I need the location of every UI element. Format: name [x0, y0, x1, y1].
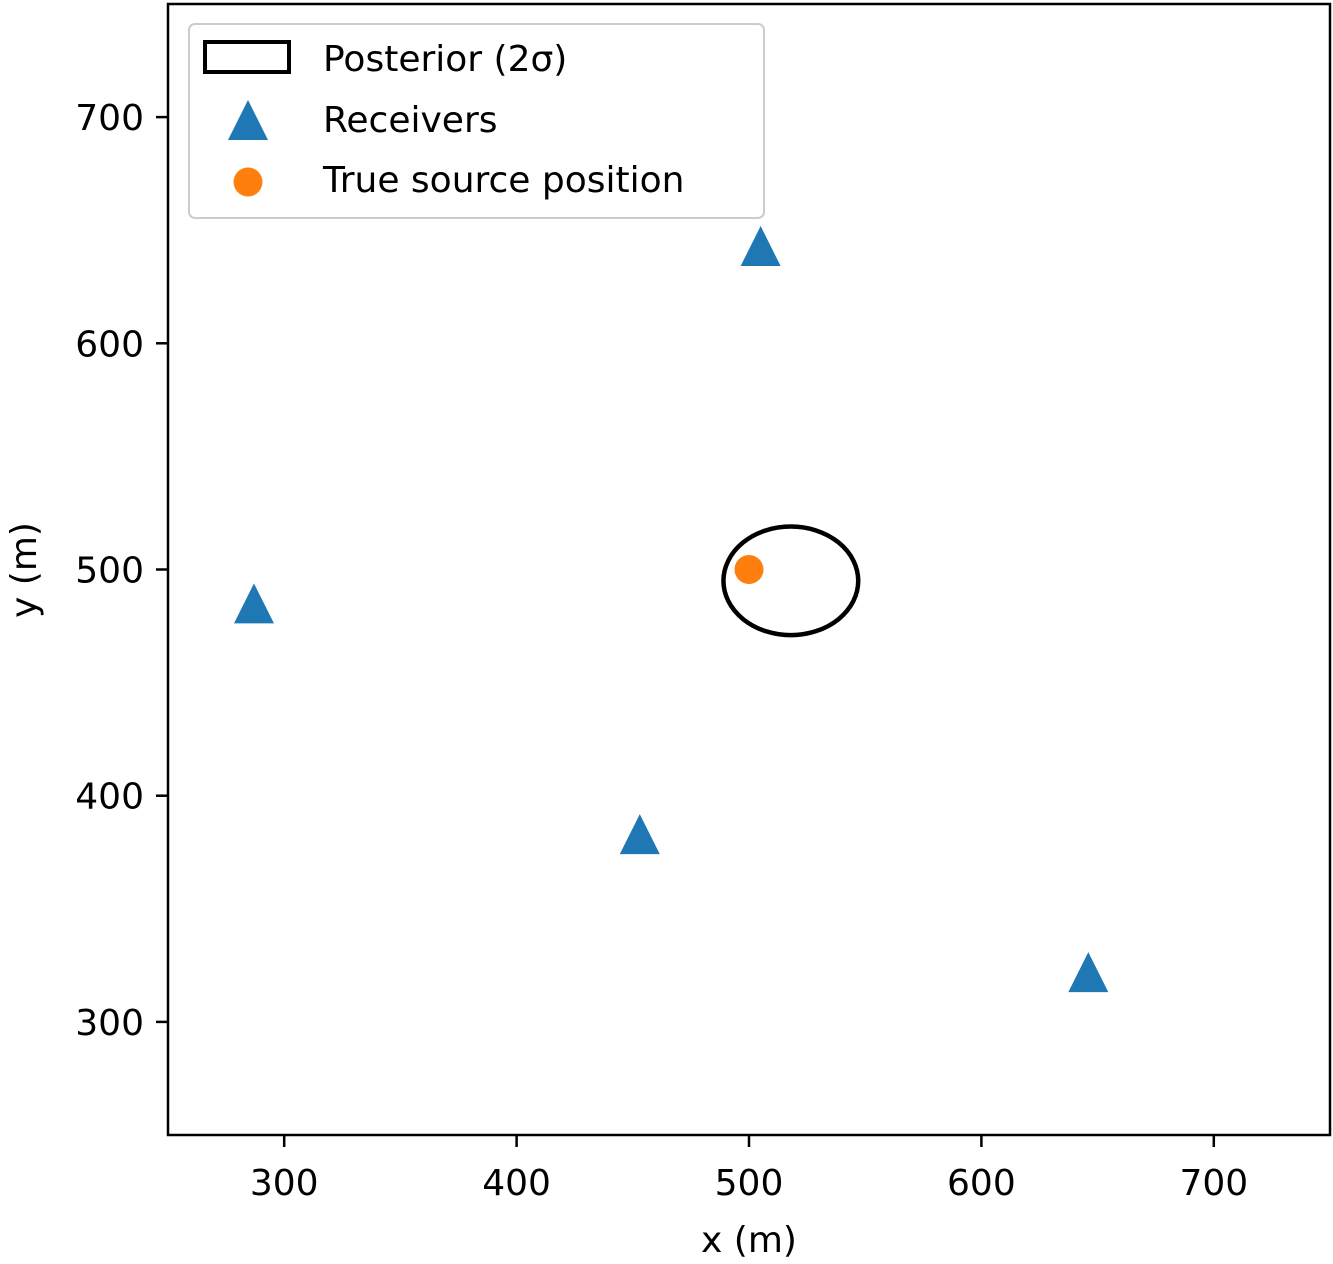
- marks-layer: [233, 226, 1109, 993]
- legend: Posterior (2σ) Receivers True source pos…: [188, 23, 765, 219]
- legend-box: [188, 23, 765, 219]
- y-tick-label: 400: [75, 777, 144, 818]
- x-axis-ticks: 300 400 500 600 700: [250, 1135, 1248, 1204]
- y-tick-label: 500: [75, 551, 144, 592]
- y-axis-ticks: 300 400 500 600 700: [75, 98, 168, 1044]
- x-tick-label: 600: [947, 1163, 1016, 1204]
- ellipse-layer: [721, 524, 861, 638]
- receiver-marker: [1068, 952, 1109, 993]
- receiver-marker: [233, 583, 274, 624]
- x-tick-label: 300: [250, 1163, 319, 1204]
- x-axis-label: x (m): [701, 1220, 797, 1261]
- legend-source-marker: [233, 167, 263, 197]
- legend-source-label: True source position: [322, 160, 685, 201]
- y-axis-label: y (m): [4, 522, 45, 618]
- y-tick-label: 700: [75, 98, 144, 139]
- legend-receivers-label: Receivers: [323, 100, 498, 141]
- x-tick-label: 400: [482, 1163, 551, 1204]
- posterior-ellipse: [721, 524, 861, 638]
- legend-posterior-swatch: [203, 40, 291, 74]
- true-source-marker: [734, 555, 764, 584]
- legend-receivers-marker: [228, 100, 268, 140]
- x-tick-label: 700: [1179, 1163, 1248, 1204]
- legend-posterior-label: Posterior (2σ): [323, 39, 567, 80]
- y-tick-label: 300: [75, 1003, 144, 1044]
- receiver-marker: [740, 226, 781, 267]
- y-tick-label: 600: [75, 324, 144, 365]
- receiver-marker: [619, 814, 660, 855]
- x-tick-label: 500: [715, 1163, 784, 1204]
